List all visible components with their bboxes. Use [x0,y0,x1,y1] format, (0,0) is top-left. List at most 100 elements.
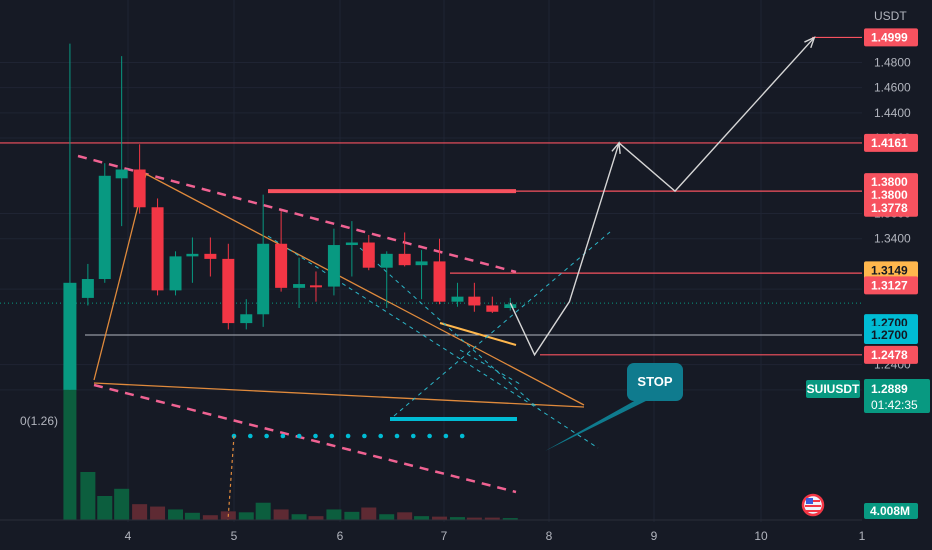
volume-bar-12 [273,509,289,520]
volume-bar-25 [502,518,518,520]
price-tag-box-1 [864,133,918,152]
candle-body-5 [151,207,164,291]
volume-bar-19 [397,512,413,520]
volume-bar-17 [361,507,377,520]
support-dot-12 [427,433,432,439]
time-tick-5: 9 [651,529,658,543]
candle-body-21 [433,261,446,302]
price-tag-label-9: 1.2478 [871,348,908,362]
time-tick-1: 5 [231,529,238,543]
candle-body-6 [169,256,182,291]
trendline-upper [93,173,585,406]
volume-bar-10 [238,512,254,520]
symbol-badge-label: SUIUSDT [807,382,860,396]
candle-body-23 [468,296,481,306]
last-price-tag[interactable]: SUIUSDT 1.2889 01:42:35 [806,379,930,413]
support-dot-8 [362,433,367,439]
stop-annotation[interactable]: STOP [545,363,683,451]
price-tag-label-1: 1.4161 [871,136,908,150]
candle-body-2 [98,175,111,280]
countdown-timer: 01:42:35 [871,398,918,412]
support-dot-7 [345,433,351,439]
time-tick-0: 4 [125,529,132,543]
support-dot-6 [329,433,335,439]
symbol-badge [806,380,860,398]
us-flag-icon[interactable] [801,493,825,517]
candle-body-13 [293,284,306,288]
projection-path [509,36,816,357]
price-tag-box-8 [864,326,918,345]
projection-line [509,36,815,357]
price-tag-box-5 [864,261,918,280]
candle-body-24 [486,305,499,312]
price-axis[interactable]: USDT 1.48001.46001.44001.42001.36001.340… [862,0,932,550]
candle-body-12 [275,243,288,288]
time-tick-6: 10 [754,529,768,543]
last-price-box [864,379,930,413]
support-dot-1 [248,433,253,439]
candle-body-25 [504,304,517,308]
candle-body-0 [63,282,77,390]
support-dot-13 [443,433,449,439]
volume-bar-7 [184,512,200,520]
candle-body-19 [398,253,411,266]
volume-bar-0 [63,366,77,520]
candle-body-18 [380,253,393,268]
candle-body-20 [415,261,428,266]
price-tag-label-4: 1.3778 [871,201,908,215]
volume-bar-21 [432,516,448,520]
candle-body-17 [362,242,375,268]
support-dot-3 [280,433,286,439]
candle-body-3 [115,169,128,179]
volume-tag-box [864,503,918,519]
support-dot-11 [411,433,416,439]
price-tag-label-2: 1.3800 [871,175,908,189]
stop-callout-box [627,363,683,401]
volume-bar-4 [132,504,148,520]
volume-bar-8 [202,515,218,520]
price-tag-box-6 [864,276,918,295]
price-tick-1: 1.4600 [874,81,911,95]
support-dot-2 [264,433,269,439]
volume-bar-5 [150,506,166,520]
volume-bar-2 [97,496,113,520]
volume-bar-20 [414,516,430,520]
dashed-fan-2 [359,247,541,411]
candle-body-16 [345,242,358,246]
price-tag-box-4 [864,198,918,217]
support-dot-9 [378,433,384,439]
channel-lower-dashed [93,383,517,494]
price-tag-box-0 [864,28,918,47]
volume-bar-16 [344,511,360,520]
price-tag-box-9 [864,345,918,364]
volume-tag-label: 4.008M [870,504,910,518]
volume-bar-15 [326,509,342,520]
flag-stripe-3 [806,510,820,512]
support-dot-10 [394,433,400,439]
drawings [77,154,611,521]
support-dot-4 [296,433,302,439]
trendline-lower [93,382,585,408]
time-axis[interactable]: 4 5 6 7 8 9 10 1 [125,529,866,543]
time-tick-4: 8 [546,529,553,543]
time-tick-3: 7 [441,529,448,543]
price-tick-2: 1.4400 [874,106,911,120]
price-tags: 1.49991.41611.38001.38001.37781.31491.31… [864,28,918,364]
candle-body-22 [451,296,464,302]
dashed-fan-4 [459,349,521,385]
candle-body-10 [240,314,253,324]
candle-body-8 [204,253,217,259]
candle-body-7 [186,253,199,257]
price-tick-0: 1.4800 [874,55,911,69]
volume-bar-24 [484,517,500,520]
support-dot-5 [313,433,318,439]
volume-bar-13 [291,514,307,520]
candle-body-11 [257,243,270,315]
currency-label: USDT [874,9,907,23]
price-tag-label-3: 1.3800 [871,188,908,202]
stop-label: STOP [637,374,672,389]
price-tick-5: 1.3400 [874,232,911,246]
price-tag-label-5: 1.3149 [871,263,908,277]
